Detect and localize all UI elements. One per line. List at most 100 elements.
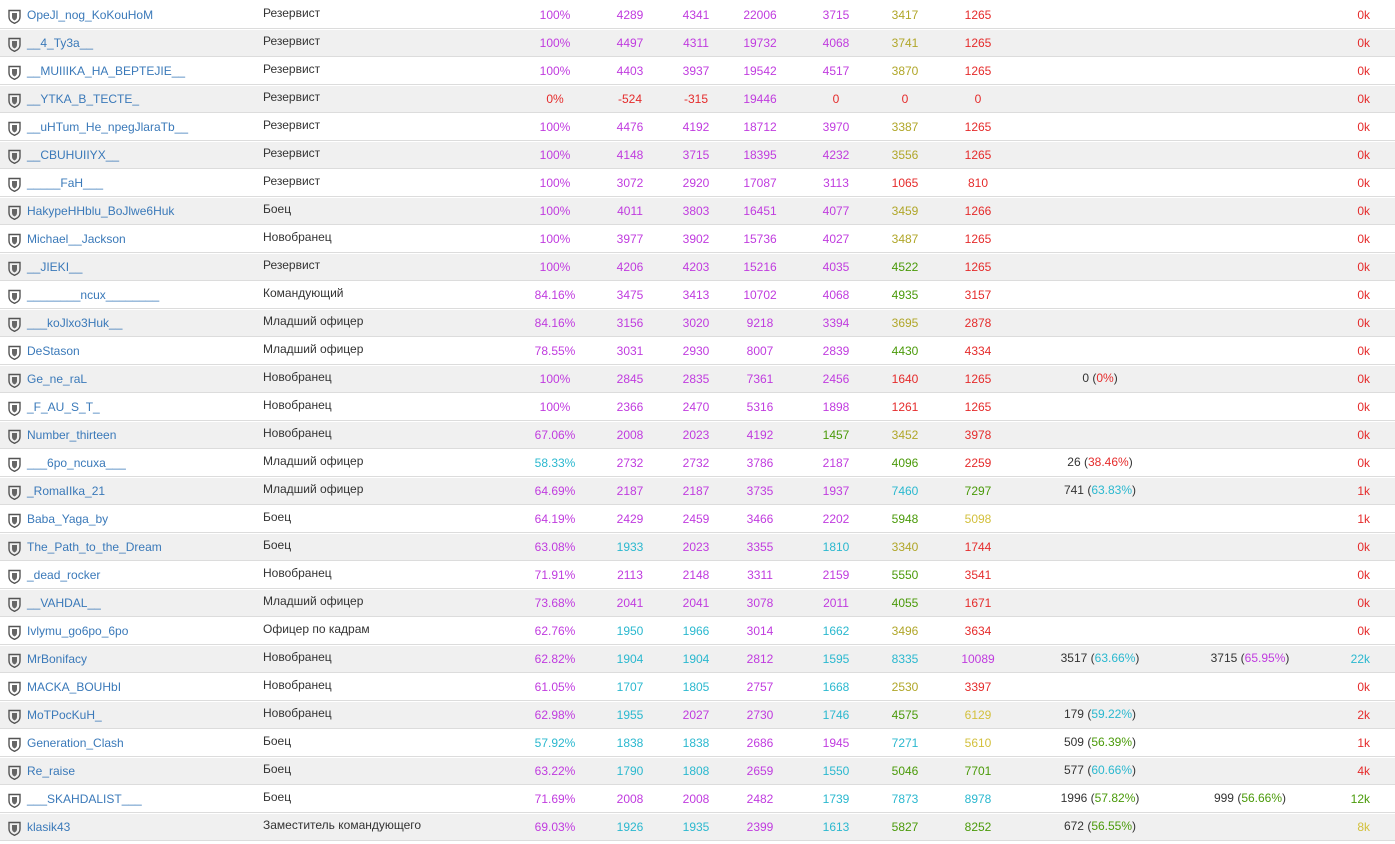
gold-earned: 0k [1357,568,1370,582]
clan-role: Боец [263,762,292,776]
extra-stat-1-value: 672 [1063,819,1084,833]
stat-value-4: 1746 [822,708,850,722]
stat-value-3: 15216 [743,260,777,274]
table-row: __JIEKI__ Резервист 100% 4206 4203 15216 4035 4… [0,254,1395,281]
stat-value-6: 5098 [964,512,992,526]
stat-value-1: 2366 [616,400,644,414]
player-name-link[interactable]: Ge_ne_raL [27,372,88,386]
tank-shield-icon [8,170,22,197]
gold-earned: 0k [1357,260,1370,274]
win-rate: 61.05% [534,680,576,694]
tank-shield-icon [8,338,22,365]
player-name-link[interactable]: Michael__Jackson [27,232,126,246]
table-row: __uHTum_He_npegJlaraTb__ Резервист 100% 447… [0,114,1395,141]
stat-value-6: 8252 [964,820,992,834]
player-name-link[interactable]: HakypeHHblu_BoJlwe6Huk [27,204,175,218]
gold-earned: 0k [1357,92,1370,106]
stat-value-2: 2732 [682,456,710,470]
player-name-link[interactable]: Generation_Clash [27,736,124,750]
player-name-link[interactable]: __CBUHUIIYX__ [27,148,120,162]
stat-value-3: 15736 [743,232,777,246]
gold-earned: 0k [1357,176,1370,190]
clan-role: Новобранец [263,230,332,244]
extra-stat-1-percent: 60.66% [1091,763,1133,777]
player-name-link[interactable]: __VAHDAL__ [27,596,101,610]
stat-value-2: 4341 [682,8,710,22]
table-row: _RomaIIka_21 Младший офицер 64.69% 2187 2187… [0,478,1395,505]
tank-shield-icon [8,450,22,477]
player-name-link[interactable]: Number_thirteen [27,428,117,442]
stat-value-3: 2686 [746,736,774,750]
stat-value-5: 5948 [891,512,919,526]
gold-earned: 22k [1350,652,1370,666]
tank-shield-icon [8,226,22,253]
player-name-link[interactable]: _F_AU_S_T_ [27,400,100,414]
player-name-link[interactable]: ________ncux________ [27,288,160,302]
extra-stat-1-value: 509 [1063,735,1084,749]
stat-value-1: 1955 [616,708,644,722]
player-name-link[interactable]: Ivlymu_go6po_6po [27,624,129,638]
player-name-link[interactable]: _RomaIIka_21 [27,484,106,498]
player-name-link[interactable]: _____FaH___ [27,176,104,190]
clan-role: Заместитель командующего [263,818,422,832]
stat-value-1: 2008 [616,792,644,806]
tank-shield-icon [8,142,22,169]
stat-value-6: 1265 [964,260,992,274]
player-name-link[interactable]: __4_Ty3a__ [27,36,94,50]
win-rate: 67.06% [534,428,576,442]
player-name-link[interactable]: ___koJlxo3Huk__ [27,316,123,330]
win-rate: 58.33% [534,456,576,470]
player-name-link[interactable]: klasik43 [27,820,71,834]
player-name-link[interactable]: __JIEKI__ [27,260,83,274]
extra-stat-1: 1996 (57.82%) [1060,791,1140,805]
stat-value-1: 4289 [616,8,644,22]
stat-value-4: 0 [832,92,840,106]
stat-value-4: 1550 [822,764,850,778]
clan-role: Боец [263,734,292,748]
stat-value-2: 1904 [682,652,710,666]
player-name-link[interactable]: OpeJl_nog_KoKouHoM [27,8,154,22]
stat-value-5: 3387 [891,120,919,134]
stat-value-2: -315 [683,92,709,106]
stat-value-3: 19542 [743,64,777,78]
stat-value-2: 4311 [683,36,709,50]
clan-role: Резервист [263,258,321,272]
stat-value-4: 2159 [822,568,850,582]
player-name-link[interactable]: ___6po_ncuxa___ [27,456,126,470]
stat-value-6: 1265 [964,36,992,50]
player-name-link[interactable]: MoTPocKuH_ [27,708,102,722]
stat-value-3: 10702 [743,288,777,302]
player-name-link[interactable]: _dead_rocker [27,568,101,582]
win-rate: 0% [546,92,564,106]
player-name-link[interactable]: __uHTum_He_npegJlaraTb__ [27,120,188,134]
clan-role: Новобранец [263,650,332,664]
tank-shield-icon [8,702,22,729]
player-name-link[interactable]: MACKA_BOUHbI [27,680,122,694]
clan-role: Резервист [263,118,321,132]
stat-value-1: 4206 [616,260,644,274]
stat-value-5: 5046 [891,764,919,778]
player-name-link[interactable]: MrBonifacy [27,652,88,666]
player-name-link[interactable]: ___SKAHDALIST___ [27,792,142,806]
stat-value-5: 3695 [891,316,919,330]
player-name-link[interactable]: Baba_Yaga_by [27,512,109,526]
extra-stat-1-percent: 63.83% [1091,483,1133,497]
player-name-link[interactable]: Re_raise [27,764,76,778]
player-name-link[interactable]: The_Path_to_the_Dream [27,540,162,554]
stat-value-1: 3977 [616,232,644,246]
stat-value-4: 4517 [822,64,850,78]
player-name-link[interactable]: __MUIIIKA_HA_BEPTEJIE__ [27,64,186,78]
table-row: Ge_ne_raL Новобранец 100% 2845 2835 7361 2456 1… [0,366,1395,393]
gold-earned: 12k [1350,792,1370,806]
gold-earned: 0k [1357,204,1370,218]
stat-value-1: 2845 [616,372,644,386]
stat-value-6: 8978 [964,792,992,806]
stat-value-4: 1595 [822,652,850,666]
player-name-link[interactable]: DeStason [27,344,80,358]
stat-value-3: 3355 [746,540,774,554]
player-name-link[interactable]: __YTKA_B_TECTE_ [27,92,140,106]
extra-stat-2-value: 999 [1213,791,1234,805]
table-row: __MUIIIKA_HA_BEPTEJIE__ Резервист 100% 4403… [0,58,1395,85]
clan-role: Командующий [263,286,344,300]
stat-value-4: 2839 [822,344,850,358]
